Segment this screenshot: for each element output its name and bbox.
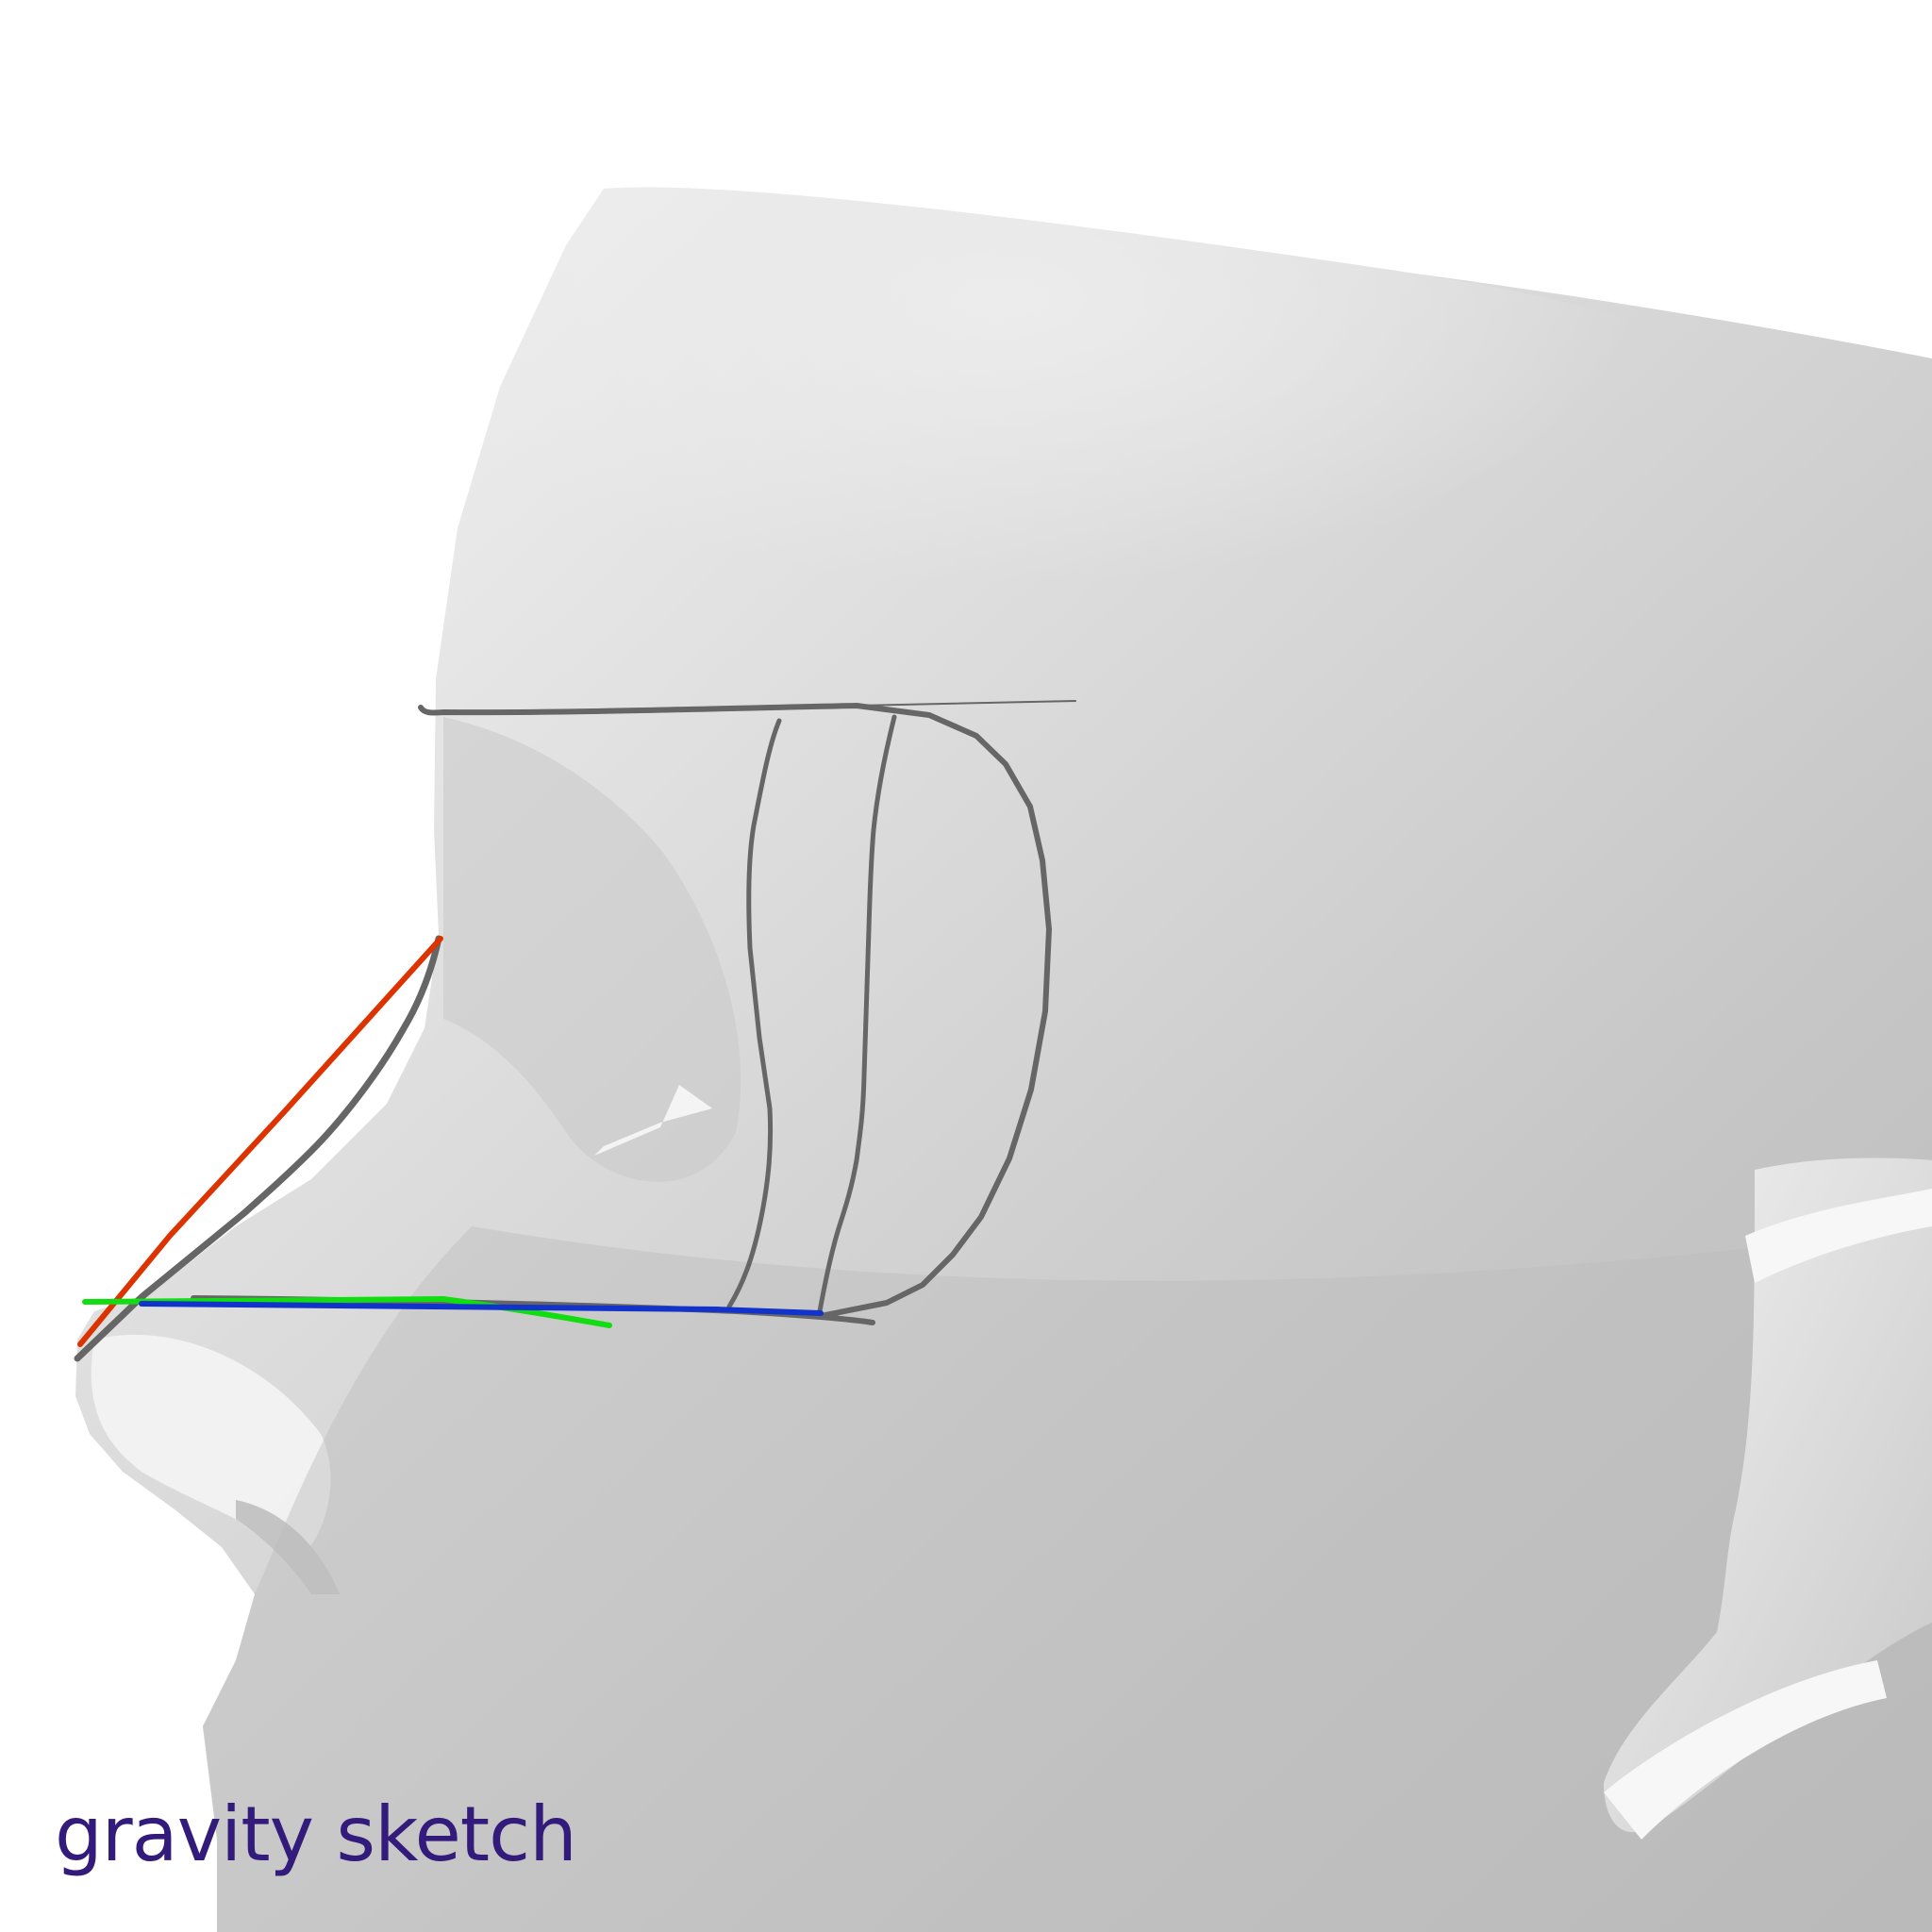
stroke-brow-tail (856, 700, 1076, 707)
eye-socket-shadow (443, 717, 741, 1182)
cheek-shadow (203, 1226, 1932, 1932)
ear-mesh[interactable] (1604, 1158, 1932, 1840)
y-axis-line[interactable] (82, 1295, 612, 1328)
ear-inner-ridge (1745, 1189, 1932, 1283)
head-mesh[interactable] (75, 187, 1932, 1932)
axis-gizmo[interactable] (77, 936, 824, 1347)
ear-outer (1604, 1158, 1932, 1833)
nostril-shadow (236, 1500, 340, 1594)
stroke-goggle-inner-right[interactable] (816, 714, 897, 1319)
nose-highlight (91, 1334, 331, 1557)
stroke-nose-bridge[interactable] (74, 935, 442, 1362)
ear-lobe-highlight (1604, 1660, 1887, 1840)
x-axis-line[interactable] (77, 936, 443, 1347)
forehead-highlight (443, 187, 1698, 755)
app-watermark: gravity sketch (55, 1790, 577, 1878)
eye-notch (594, 1085, 712, 1156)
sketch-strokes[interactable] (74, 700, 1076, 1362)
stroke-goggle-inner-left[interactable] (726, 718, 782, 1309)
z-axis-line[interactable] (139, 1301, 824, 1316)
stroke-brow-line[interactable] (418, 703, 1052, 1319)
